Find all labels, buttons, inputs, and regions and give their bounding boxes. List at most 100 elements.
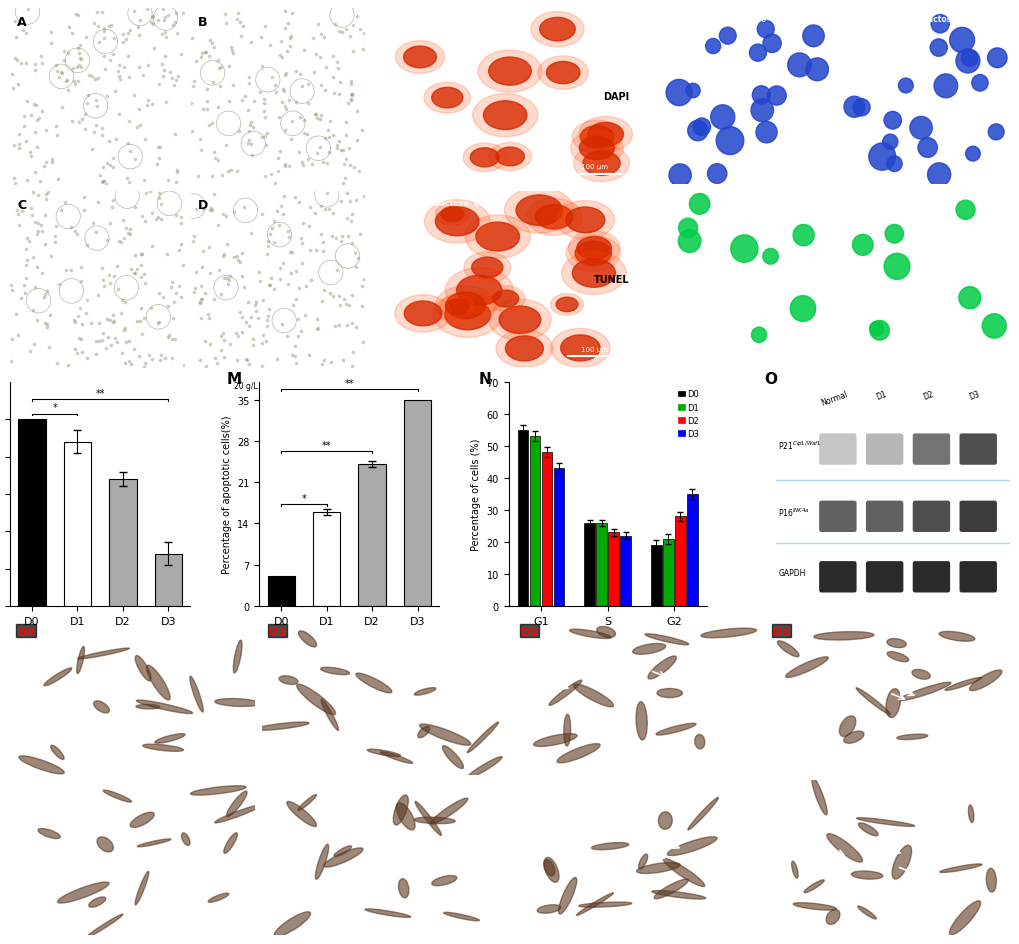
Point — [172, 290, 189, 305]
FancyBboxPatch shape — [865, 434, 903, 465]
Point — [43, 37, 59, 52]
Point — [274, 95, 290, 110]
Circle shape — [530, 12, 584, 48]
Point — [121, 144, 138, 160]
Point — [296, 113, 312, 128]
Point — [162, 65, 178, 80]
Point — [312, 50, 328, 65]
Point — [74, 317, 91, 332]
Ellipse shape — [286, 801, 316, 827]
Point — [316, 202, 332, 217]
Point — [31, 111, 47, 126]
Point — [230, 253, 247, 268]
Ellipse shape — [811, 778, 826, 815]
Point — [230, 7, 247, 22]
Point — [137, 132, 153, 147]
Circle shape — [749, 45, 765, 62]
Circle shape — [478, 51, 541, 93]
Point — [255, 105, 271, 120]
Circle shape — [705, 40, 719, 55]
Point — [286, 339, 303, 354]
Point — [64, 26, 81, 42]
Point — [7, 14, 23, 29]
Point — [284, 114, 301, 129]
Point — [81, 68, 97, 83]
Point — [164, 275, 180, 290]
Text: **: ** — [344, 379, 354, 388]
Point — [113, 293, 129, 308]
Circle shape — [539, 18, 575, 42]
Ellipse shape — [985, 868, 996, 892]
Point — [193, 279, 209, 295]
Circle shape — [730, 236, 757, 263]
Point — [32, 175, 48, 190]
Circle shape — [852, 99, 869, 117]
Ellipse shape — [57, 882, 109, 903]
Point — [224, 47, 240, 62]
Point — [286, 348, 303, 363]
Point — [37, 208, 53, 223]
Point — [125, 343, 142, 358]
Point — [119, 26, 136, 42]
Point — [334, 143, 351, 159]
Point — [226, 250, 243, 265]
Point — [110, 281, 126, 296]
Circle shape — [689, 194, 709, 215]
Circle shape — [572, 121, 622, 154]
Circle shape — [898, 79, 912, 93]
Point — [151, 77, 167, 93]
Point — [333, 229, 350, 244]
Point — [206, 188, 222, 203]
Point — [71, 51, 88, 66]
Point — [72, 60, 89, 76]
Point — [160, 299, 176, 314]
Point — [18, 57, 35, 72]
Point — [271, 110, 287, 126]
FancyBboxPatch shape — [959, 562, 996, 593]
Point — [343, 89, 360, 104]
Point — [296, 43, 312, 59]
Point — [215, 249, 231, 264]
Point — [202, 337, 218, 352]
Text: D2: D2 — [521, 626, 537, 636]
Point — [337, 152, 354, 167]
Ellipse shape — [279, 676, 298, 684]
Point — [239, 295, 256, 311]
Point — [327, 319, 343, 334]
Point — [175, 358, 192, 373]
Point — [62, 263, 78, 278]
Point — [10, 329, 26, 344]
Point — [288, 356, 305, 371]
Point — [43, 249, 59, 264]
Point — [13, 292, 30, 307]
Point — [202, 34, 218, 49]
Point — [313, 228, 329, 243]
Circle shape — [693, 119, 710, 137]
Point — [151, 186, 167, 201]
Point — [16, 109, 33, 124]
Point — [339, 96, 356, 111]
Point — [33, 218, 49, 233]
Point — [280, 229, 297, 244]
Point — [122, 262, 139, 278]
Point — [67, 77, 84, 93]
Text: Normal  D0: Normal D0 — [717, 15, 766, 24]
Point — [88, 334, 104, 349]
Point — [205, 292, 221, 307]
Point — [160, 329, 176, 344]
Point — [254, 59, 270, 75]
Point — [350, 251, 366, 266]
Point — [115, 60, 131, 76]
Text: 20 g/L D-galactose D2: 20 g/L D-galactose D2 — [874, 15, 969, 24]
Point — [243, 311, 259, 326]
Point — [259, 240, 275, 255]
Point — [331, 289, 347, 304]
Point — [259, 309, 275, 324]
Point — [120, 354, 137, 369]
Circle shape — [805, 59, 827, 81]
Point — [324, 206, 340, 221]
Point — [344, 346, 361, 361]
Point — [132, 313, 149, 329]
Circle shape — [685, 84, 699, 99]
Point — [137, 356, 153, 371]
